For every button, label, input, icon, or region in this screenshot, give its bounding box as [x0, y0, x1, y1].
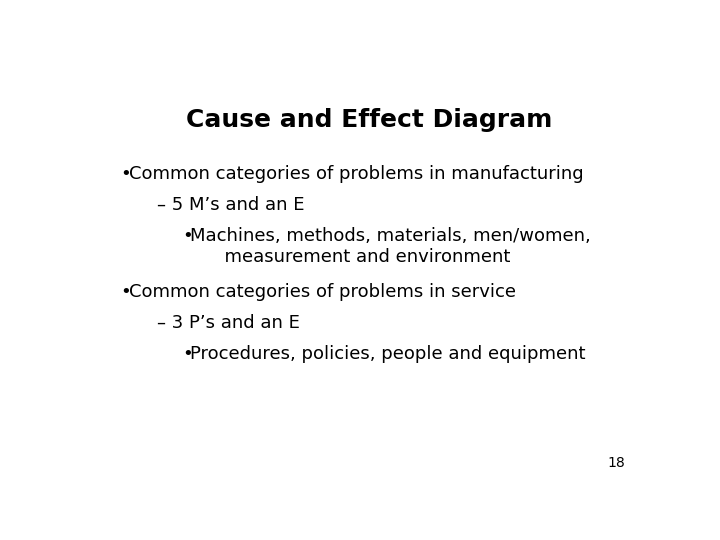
Text: •: • — [182, 346, 193, 363]
Text: – 5 M’s and an E: – 5 M’s and an E — [157, 196, 305, 214]
Text: Procedures, policies, people and equipment: Procedures, policies, people and equipme… — [190, 346, 586, 363]
Text: •: • — [182, 227, 193, 245]
Text: – 3 P’s and an E: – 3 P’s and an E — [157, 314, 300, 332]
Text: Common categories of problems in manufacturing: Common categories of problems in manufac… — [129, 165, 584, 183]
Text: 18: 18 — [608, 456, 626, 470]
Text: Cause and Effect Diagram: Cause and Effect Diagram — [186, 109, 552, 132]
Text: •: • — [121, 165, 132, 183]
Text: Common categories of problems in service: Common categories of problems in service — [129, 283, 516, 301]
Text: Machines, methods, materials, men/women,
      measurement and environment: Machines, methods, materials, men/women,… — [190, 227, 591, 266]
Text: •: • — [121, 283, 132, 301]
